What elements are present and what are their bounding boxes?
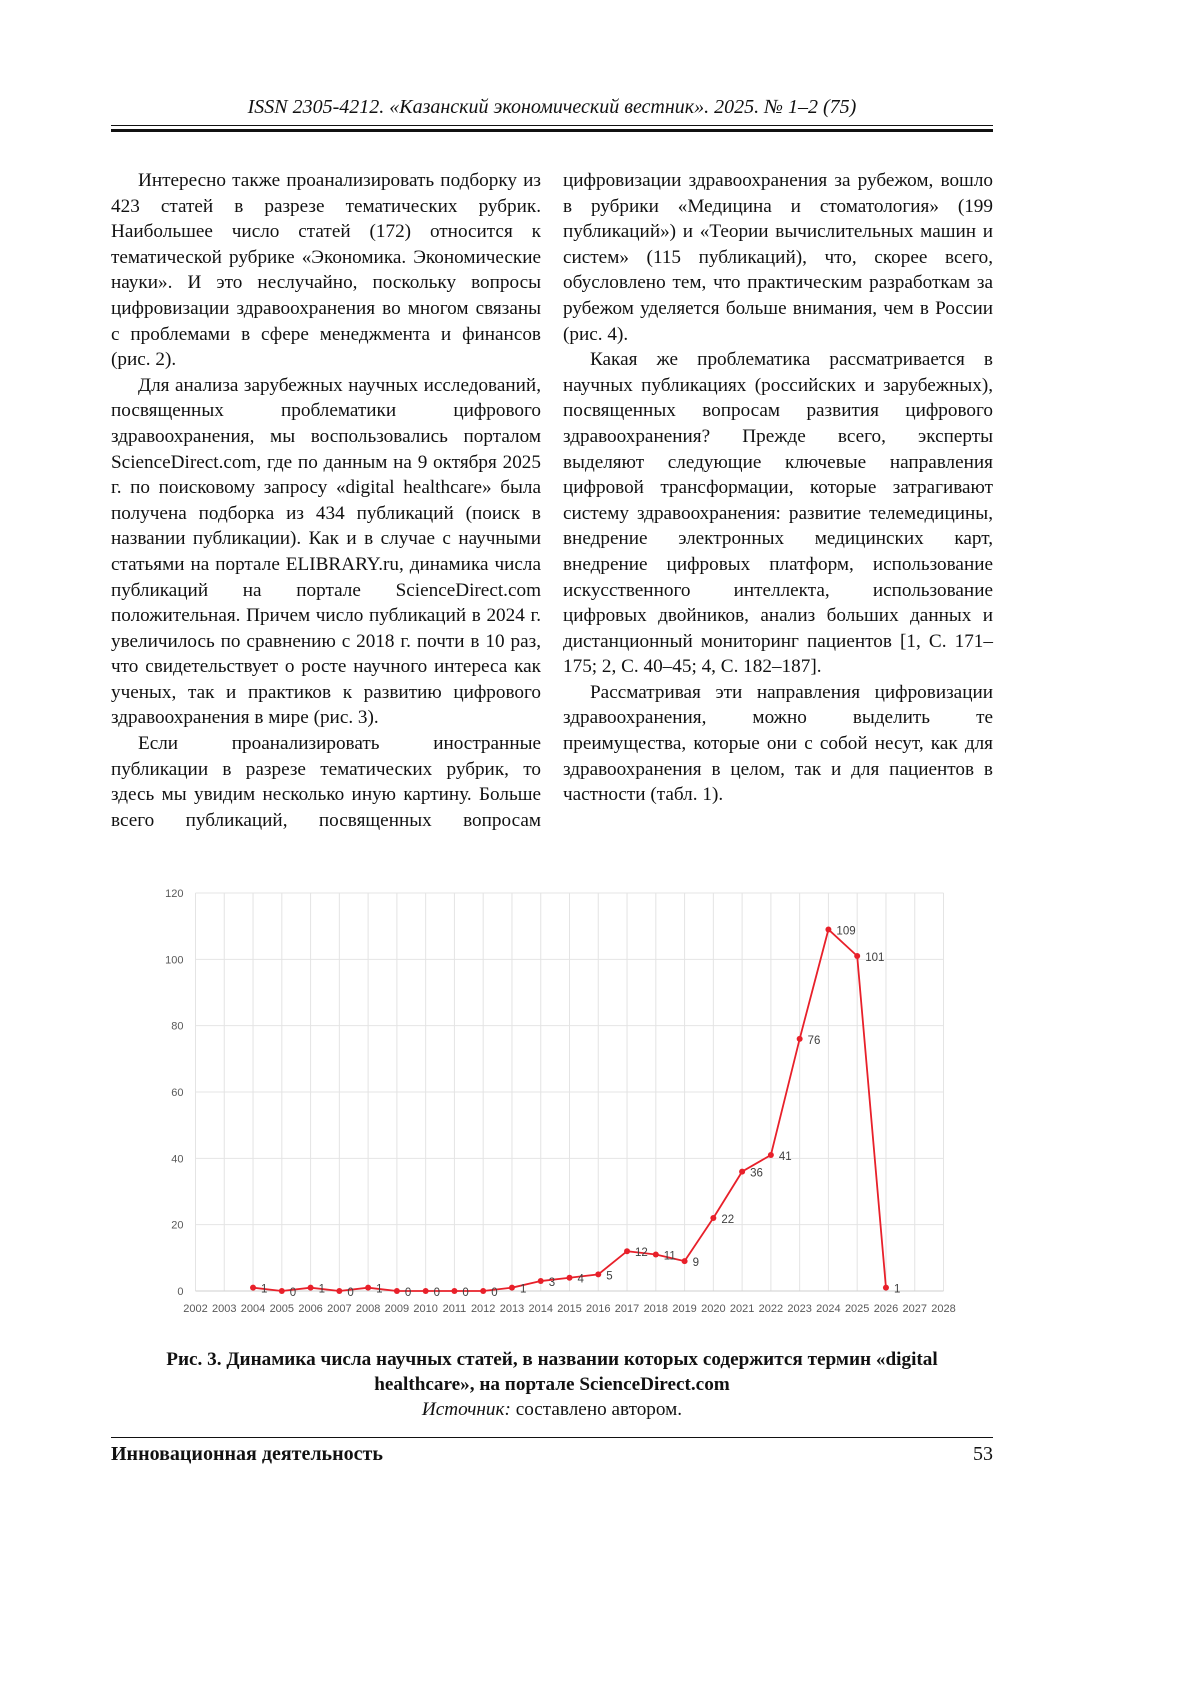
x-tick-label: 2026 xyxy=(874,1303,898,1315)
footer-rule xyxy=(111,1437,993,1438)
x-tick-label: 2011 xyxy=(443,1303,467,1315)
data-point xyxy=(250,1284,257,1291)
paragraph: Интересно также проанализировать подборк… xyxy=(111,170,541,371)
data-label: 1 xyxy=(894,1284,900,1296)
y-tick-label: 0 xyxy=(177,1286,183,1298)
y-tick-label: 40 xyxy=(171,1153,183,1165)
x-tick-label: 2012 xyxy=(471,1303,495,1315)
data-point xyxy=(566,1274,573,1281)
x-tick-label: 2021 xyxy=(730,1303,754,1315)
data-point xyxy=(739,1168,746,1175)
data-label: 0 xyxy=(290,1287,296,1299)
data-label: 0 xyxy=(347,1287,353,1299)
x-tick-label: 2010 xyxy=(413,1303,437,1315)
data-label: 1 xyxy=(520,1284,526,1296)
x-tick-label: 2017 xyxy=(615,1303,639,1315)
y-tick-label: 20 xyxy=(171,1220,183,1232)
x-tick-label: 2028 xyxy=(931,1303,955,1315)
data-label: 1 xyxy=(376,1284,382,1296)
data-label: 0 xyxy=(405,1287,411,1299)
data-point xyxy=(710,1215,717,1222)
y-tick-label: 100 xyxy=(165,954,183,966)
x-tick-label: 2023 xyxy=(787,1303,811,1315)
data-point xyxy=(825,926,832,933)
y-tick-label: 80 xyxy=(171,1021,183,1033)
data-point xyxy=(336,1288,343,1294)
paragraph: цифровизации здравоохранения за рубежом,… xyxy=(563,170,993,345)
data-label: 0 xyxy=(462,1287,468,1299)
data-label: 3 xyxy=(549,1277,555,1289)
caption-title: Рис. 3. Динамика числа научных статей, в… xyxy=(166,1349,938,1395)
data-point xyxy=(422,1288,429,1294)
data-point xyxy=(278,1288,285,1294)
x-tick-label: 2018 xyxy=(644,1303,668,1315)
data-label: 0 xyxy=(491,1287,497,1299)
x-tick-label: 2016 xyxy=(586,1303,610,1315)
x-tick-label: 2004 xyxy=(241,1303,265,1315)
x-tick-label: 2006 xyxy=(298,1303,322,1315)
data-point xyxy=(307,1284,314,1291)
left-column: Интересно также проанализировать подборк… xyxy=(111,168,541,833)
page-number: 53 xyxy=(973,1443,993,1465)
x-tick-label: 2024 xyxy=(816,1303,840,1315)
line-chart: 2002 2003 2004 2005 2006 2007 2008 2009 2010 2011… xyxy=(165,888,956,1315)
source-text: составлено автором. xyxy=(510,1399,683,1420)
x-tick-label: 2015 xyxy=(557,1303,581,1315)
data-label: 4 xyxy=(578,1274,585,1286)
data-point xyxy=(854,953,861,960)
header-rule-thick xyxy=(111,129,993,132)
figure-caption: Рис. 3. Динамика числа научных статей, в… xyxy=(111,1347,993,1422)
x-tick-label: 2027 xyxy=(902,1303,926,1315)
x-tick-label: 2009 xyxy=(385,1303,409,1315)
x-tick-label: 2014 xyxy=(528,1303,552,1315)
data-point xyxy=(624,1248,631,1255)
data-label: 0 xyxy=(434,1287,440,1299)
data-label: 12 xyxy=(635,1247,648,1259)
data-label: 41 xyxy=(779,1151,792,1163)
data-label: 36 xyxy=(750,1168,763,1180)
x-tick-label: 2020 xyxy=(701,1303,725,1315)
paragraph: Рассматривая эти направления цифровизаци… xyxy=(563,681,993,806)
x-tick-label: 2005 xyxy=(270,1303,294,1315)
data-label: 101 xyxy=(865,952,884,964)
data-point xyxy=(393,1288,400,1294)
x-tick-label: 2022 xyxy=(759,1303,783,1315)
y-tick-label: 120 xyxy=(165,888,183,900)
right-column: цифровизации здравоохранения за рубежом,… xyxy=(563,168,993,808)
data-label: 5 xyxy=(606,1270,612,1282)
data-point xyxy=(652,1251,659,1258)
data-point xyxy=(480,1288,487,1294)
x-tick-label: 2007 xyxy=(327,1303,351,1315)
data-point xyxy=(365,1284,372,1291)
data-label: 76 xyxy=(808,1035,821,1047)
header-rule xyxy=(111,125,993,126)
x-tick-label: 2025 xyxy=(845,1303,869,1315)
source-label: Источник: xyxy=(421,1399,511,1420)
x-tick-label: 2019 xyxy=(672,1303,696,1315)
data-label: 1 xyxy=(319,1284,325,1296)
data-label: 22 xyxy=(721,1214,734,1226)
paragraph: Если проанализировать иностранные публик… xyxy=(111,733,541,831)
data-point xyxy=(767,1152,774,1159)
paragraph: Какая же проблематика рассматривается в … xyxy=(563,349,993,678)
running-header: ISSN 2305-4212. «Казанский экономический… xyxy=(247,96,857,118)
data-label: 9 xyxy=(693,1257,699,1269)
data-point xyxy=(537,1278,544,1285)
data-point xyxy=(508,1284,515,1291)
data-point xyxy=(595,1271,602,1278)
data-point xyxy=(451,1288,458,1294)
x-tick-label: 2002 xyxy=(183,1303,207,1315)
data-point xyxy=(796,1035,803,1042)
data-label: 109 xyxy=(836,925,855,937)
data-point xyxy=(882,1284,889,1291)
data-point xyxy=(681,1258,688,1265)
data-label: 1 xyxy=(261,1284,267,1296)
data-label: 11 xyxy=(664,1251,676,1263)
y-tick-label: 60 xyxy=(171,1087,183,1099)
x-tick-label: 2008 xyxy=(356,1303,380,1315)
x-tick-label: 2013 xyxy=(500,1303,524,1315)
x-tick-label: 2003 xyxy=(212,1303,236,1315)
footer-section: Инновационная деятельность xyxy=(111,1443,383,1465)
paragraph: Для анализа зарубежных научных исследова… xyxy=(111,374,541,729)
